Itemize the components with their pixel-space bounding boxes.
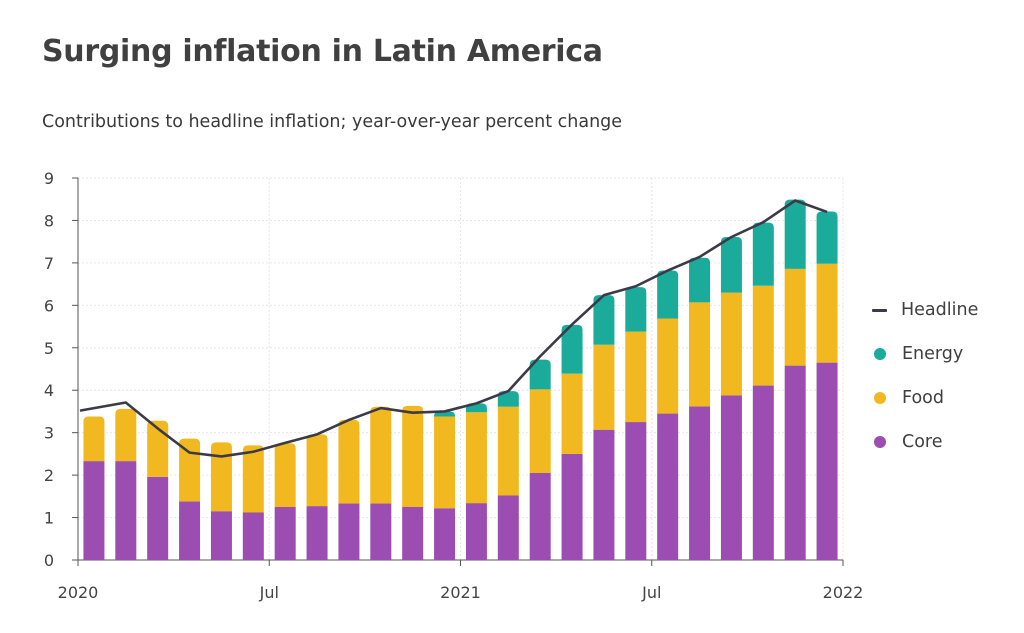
y-tick-label: 1 — [44, 509, 54, 528]
bar-food — [242, 445, 264, 513]
bar-energy — [529, 359, 551, 390]
y-tick-label: 4 — [44, 381, 54, 400]
bar-energy — [625, 287, 647, 332]
bar-food — [306, 434, 328, 507]
bar-food — [720, 292, 742, 396]
bar-core — [816, 362, 838, 560]
bar-food — [752, 285, 774, 386]
bar-food — [529, 389, 551, 473]
bar-core — [115, 461, 137, 560]
bar-food — [370, 406, 392, 504]
bar-food — [402, 405, 424, 507]
bar-energy — [689, 257, 711, 303]
bar-food — [816, 263, 838, 363]
bar-food — [147, 420, 169, 477]
bar-food — [657, 318, 679, 414]
bar-core — [210, 511, 232, 560]
bar-energy — [561, 324, 583, 374]
legend-label-energy: Energy — [902, 344, 964, 364]
bar-energy — [497, 391, 519, 407]
bar-food — [83, 416, 105, 462]
bar-food — [338, 419, 360, 504]
bar-core — [83, 461, 105, 560]
line-headline — [79, 199, 828, 458]
legend-dot-swatch — [874, 348, 886, 360]
bar-core — [657, 413, 679, 560]
bar-core — [593, 429, 615, 560]
x-tick-label: Jul — [641, 583, 661, 602]
bar-core — [370, 503, 392, 560]
bar-core — [497, 495, 519, 560]
bar-core — [147, 476, 169, 560]
bar-core — [689, 406, 711, 560]
y-tick-label: 0 — [44, 551, 54, 570]
x-tick-label: 2022 — [823, 583, 864, 602]
x-tick-label: 2020 — [58, 583, 99, 602]
chart-title: Surging inflation in Latin America — [42, 34, 603, 69]
bar-core — [784, 365, 806, 560]
bar-core — [561, 453, 583, 560]
bar-food — [561, 373, 583, 454]
bar-core — [529, 472, 551, 560]
legend-dot-swatch — [874, 436, 886, 448]
bar-core — [434, 508, 456, 560]
bar-food — [465, 412, 487, 504]
x-tick-label: Jul — [259, 583, 279, 602]
y-tick-label: 2 — [44, 466, 54, 485]
bar-food — [274, 443, 296, 507]
bar-food — [625, 331, 647, 423]
y-tick-label: 5 — [44, 339, 54, 358]
bar-core — [752, 385, 774, 560]
bar-energy — [784, 199, 806, 269]
bar-food — [593, 344, 615, 430]
legend-item-food[interactable]: Food — [872, 376, 1012, 420]
bar-core — [306, 506, 328, 560]
chart-subtitle: Contributions to headline inflation; yea… — [42, 112, 623, 132]
y-tick-label: 3 — [44, 424, 54, 443]
bar-core — [720, 395, 742, 560]
bar-core — [402, 506, 424, 560]
bar-energy — [752, 222, 774, 286]
bar-core — [242, 512, 264, 560]
y-tick-label: 6 — [44, 296, 54, 315]
bar-core — [625, 422, 647, 560]
bar-core — [465, 503, 487, 560]
legend-item-core[interactable]: Core — [872, 420, 1012, 464]
bar-food — [210, 442, 232, 512]
legend-label-food: Food — [902, 388, 944, 408]
legend-dot-swatch — [874, 392, 886, 404]
bar-core — [338, 503, 360, 560]
legend-item-energy[interactable]: Energy — [872, 332, 1012, 376]
bar-energy — [657, 270, 679, 319]
bar-food — [497, 406, 519, 496]
bar-energy — [720, 236, 742, 293]
bar-food — [784, 268, 806, 366]
bar-food — [115, 408, 137, 462]
chart-legend: Headline Energy Food Core — [872, 288, 1012, 464]
legend-line-swatch — [872, 308, 887, 312]
bar-food — [434, 416, 456, 509]
x-tick-label: 2021 — [440, 583, 481, 602]
bar-energy — [816, 211, 838, 264]
bar-energy — [593, 295, 615, 345]
bar-core — [179, 501, 201, 560]
legend-label-core: Core — [902, 432, 943, 452]
y-tick-label: 7 — [44, 254, 54, 273]
bar-core — [274, 506, 296, 560]
y-tick-label: 8 — [44, 211, 54, 230]
bar-food — [689, 302, 711, 407]
y-tick-label: 9 — [44, 169, 54, 188]
legend-item-headline[interactable]: Headline — [872, 288, 1012, 332]
legend-label-headline: Headline — [901, 300, 979, 320]
